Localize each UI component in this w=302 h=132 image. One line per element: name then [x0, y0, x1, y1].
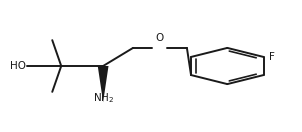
Text: NH$_2$: NH$_2$	[92, 91, 114, 105]
Polygon shape	[98, 66, 108, 102]
Text: F: F	[269, 52, 275, 62]
Text: O: O	[156, 33, 164, 43]
Text: HO: HO	[10, 61, 26, 71]
